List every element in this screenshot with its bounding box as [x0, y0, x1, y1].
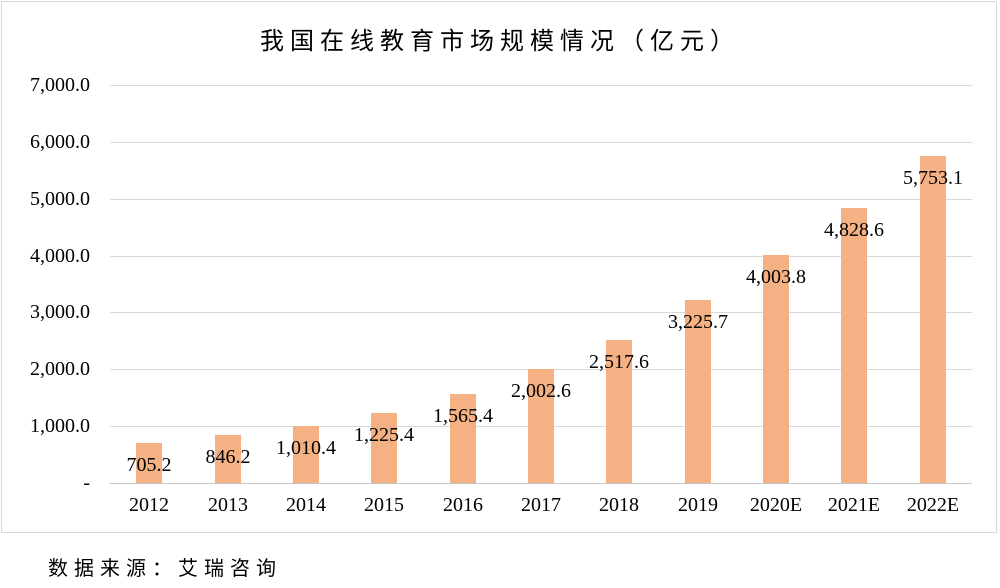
- gridline: [110, 142, 972, 143]
- y-axis-tick-label: 1,000.0: [30, 415, 90, 437]
- y-axis-tick-label: 5,000.0: [30, 188, 90, 210]
- y-axis-tick-label: 2,000.0: [30, 358, 90, 380]
- bar: [920, 156, 946, 483]
- bar: [685, 300, 711, 483]
- bar: [371, 413, 397, 483]
- gridline: [110, 312, 972, 313]
- bar-value-label: 846.2: [205, 446, 251, 468]
- x-axis-line: [110, 483, 972, 484]
- chart-title: 我国在线教育市场规模情况（亿元）: [260, 29, 740, 55]
- bar-value-label: 5,753.1: [903, 167, 963, 189]
- x-axis-tick-label: 2017: [521, 494, 561, 516]
- bar-value-label: 4,003.8: [746, 266, 806, 288]
- gridline: [110, 199, 972, 200]
- x-axis-tick-label: 2013: [208, 494, 248, 516]
- bar: [763, 255, 789, 483]
- bar: [606, 340, 632, 483]
- bar-value-label: 3,225.7: [668, 311, 728, 333]
- x-axis-tick-label: 2019: [678, 494, 718, 516]
- y-axis-tick-label: 3,000.0: [30, 301, 90, 323]
- y-axis-tick-label: 7,000.0: [30, 74, 90, 96]
- y-axis-tick-label: 4,000.0: [30, 245, 90, 267]
- bar-value-label: 2,002.6: [511, 380, 571, 402]
- gridline: [110, 85, 972, 86]
- bar: [450, 394, 476, 483]
- bar: [528, 369, 554, 483]
- y-axis-tick-label: 6,000.0: [30, 131, 90, 153]
- bar: [293, 426, 319, 483]
- gridline: [110, 256, 972, 257]
- x-axis-tick-label: 2014: [286, 494, 326, 516]
- bar: [215, 435, 241, 483]
- x-axis-tick-label: 2015: [364, 494, 404, 516]
- bar-value-label: 2,517.6: [589, 351, 649, 373]
- x-axis-tick-label: 2018: [599, 494, 639, 516]
- x-axis-tick-label: 2022E: [906, 494, 960, 516]
- bar-value-label: 1,010.4: [276, 437, 336, 459]
- x-axis-tick-label: 2016: [443, 494, 483, 516]
- x-axis-tick-label: 2012: [129, 494, 169, 516]
- bar-value-label: 1,565.4: [433, 405, 493, 427]
- y-axis-tick-label: -: [83, 472, 90, 494]
- source-note: 数据来源：艾瑞咨询: [48, 558, 282, 580]
- bar: [841, 208, 867, 483]
- bar-value-label: 705.2: [126, 454, 172, 476]
- x-axis-tick-label: 2020E: [749, 494, 803, 516]
- bar-value-label: 4,828.6: [824, 219, 884, 241]
- bar-value-label: 1,225.4: [354, 424, 414, 446]
- bar: [136, 443, 162, 483]
- x-axis-tick-label: 2021E: [827, 494, 881, 516]
